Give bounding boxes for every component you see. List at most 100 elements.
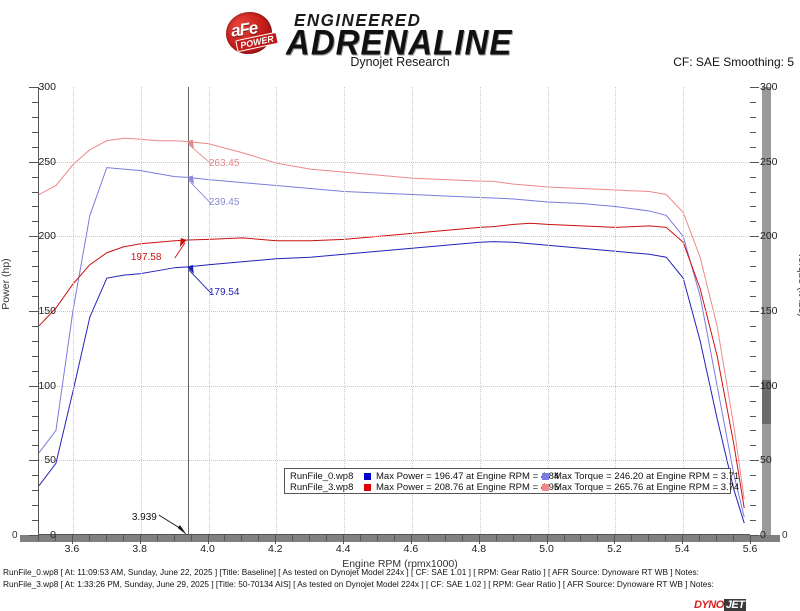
gridline-horizontal [39, 236, 750, 238]
chart-subtitle: Dynojet Research [350, 55, 450, 69]
y-axis-right-tick-mark [750, 340, 756, 342]
y-axis-left-tick-mark [32, 131, 38, 133]
chart-line-runfile-3-wp8-torque [39, 137, 745, 500]
y-axis-right-tick-mark [750, 266, 756, 268]
cursor-vertical-line[interactable] [187, 87, 189, 534]
gridline-horizontal [39, 311, 750, 312]
x-axis-tick-mark [648, 535, 650, 541]
chart-header: aFe POWER ENGINEERED ADRENALINE Dynojet … [0, 0, 800, 72]
y-axis-right-tick-mark [750, 206, 756, 208]
legend-max-torque-text: Max Torque = 265.76 at Engine RPM = 3.74 [554, 482, 740, 493]
legend-max-power-text: Max Power = 208.76 at Engine RPM = 4.95 [376, 482, 560, 493]
x-axis-zero-right: 0 [782, 530, 788, 541]
chart-legend[interactable]: RunFile_0.wp8 Max Power = 196.47 at Engi… [284, 468, 740, 494]
x-axis-tick-label: 4.8 [471, 543, 487, 555]
vertical-scrollbar-track[interactable] [762, 87, 771, 535]
legend-swatch-torque [542, 484, 549, 491]
chart-line-runfile-3-wp8-power [39, 222, 745, 509]
y-axis-right-tick-mark [750, 490, 756, 492]
y-axis-right-tick-label: 200 [760, 230, 778, 243]
x-axis-tick-mark [156, 535, 158, 541]
x-axis-tick-mark [563, 535, 565, 541]
y-axis-left-tick-label: 250 [38, 155, 56, 168]
gridline-horizontal [39, 460, 750, 462]
x-axis-tick-mark [207, 535, 209, 544]
y-axis-left-tick-mark [32, 221, 38, 223]
x-axis-tick-mark [38, 535, 39, 541]
x-axis-tick-label: 5.4 [674, 543, 690, 555]
y-axis-right-tick-mark [750, 236, 759, 238]
y-axis-left-tick-mark [32, 475, 38, 477]
y-axis-right-tick-mark [750, 191, 756, 193]
x-axis-tick-label: 3.6 [64, 543, 80, 555]
y-axis-left-tick-label: 300 [38, 81, 56, 93]
legend-max-torque-text: Max Torque = 246.20 at Engine RPM = 3.71 [554, 471, 740, 482]
y-axis-right-tick-label: 100 [760, 379, 778, 392]
y-axis-right-tick-mark [750, 325, 756, 327]
x-axis-tick-label: 4.0 [200, 543, 215, 555]
x-axis-tick-mark [529, 535, 531, 541]
x-axis-tick-mark [733, 535, 735, 541]
y-axis-left-tick-mark [29, 161, 38, 163]
x-axis-tick-mark [410, 535, 412, 544]
y-axis-right-tick-mark [750, 146, 756, 148]
dynojet-watermark-logo: DYNO JET [694, 599, 747, 611]
y-axis-left-tick-mark [32, 266, 38, 268]
x-axis-tick-mark [309, 535, 311, 541]
brand-logo-block: aFe POWER ENGINEERED ADRENALINE [222, 8, 567, 60]
y-axis-left-tick-mark [32, 191, 38, 193]
y-axis-left-tick-mark [29, 236, 38, 238]
y-axis-right-tick-mark [750, 385, 759, 387]
y-axis-right-tick-label: 300 [760, 81, 778, 93]
x-axis-tick-label: 5.2 [607, 543, 622, 555]
y-axis-left-tick-label: 150 [38, 305, 56, 317]
x-axis-tick-mark [750, 535, 751, 544]
y-axis-right-tick-label: 250 [760, 155, 778, 168]
cf-smoothing-label: CF: SAE Smoothing: 5 [673, 55, 794, 69]
footer-line: RunFile_0.wp8 [ At: 11:09:53 AM, Sunday,… [3, 567, 699, 577]
y-axis-left-tick-mark [29, 535, 38, 536]
y-axis-left-tick-mark [32, 355, 38, 357]
gridline-vertical [72, 87, 74, 534]
y-axis-right-tick-label: 150 [760, 305, 778, 317]
x-axis-tick-mark [597, 535, 599, 541]
legend-row: RunFile_0.wp8 Max Power = 196.47 at Engi… [290, 471, 740, 482]
x-axis-tick-mark [241, 535, 243, 541]
x-axis-tick-mark [377, 535, 379, 541]
y-axis-left-tick-mark [32, 430, 38, 432]
y-axis-right-tick-mark [750, 281, 756, 283]
y-axis-right-tick-mark [750, 430, 756, 432]
gridline-vertical [411, 87, 413, 534]
x-axis-tick-mark [461, 535, 463, 541]
vertical-scrollbar-thumb[interactable] [762, 380, 771, 424]
legend-swatch-torque [542, 473, 549, 480]
plot-area[interactable] [38, 87, 750, 535]
x-axis-zero-left: 0 [12, 530, 18, 541]
x-axis-tick-label: 4.6 [403, 543, 419, 555]
x-axis-tick-mark [444, 535, 446, 541]
dynojet-word-dyno: DYNO [694, 599, 724, 611]
y-axis-left-title: Power (hp) [0, 258, 12, 310]
legend-file-name: RunFile_0.wp8 [290, 471, 354, 482]
y-axis-left-tick-label: 100 [38, 379, 56, 392]
y-axis-left-tick-label: 200 [38, 230, 56, 243]
x-axis-tick-mark [71, 535, 73, 544]
x-axis-tick-mark [427, 535, 429, 541]
y-axis-left-tick-mark [32, 340, 38, 342]
gridline-horizontal [39, 385, 750, 387]
x-axis-tick-mark [512, 535, 514, 541]
x-axis-tick-label: 3.8 [132, 543, 147, 555]
y-axis-right-tick-mark [750, 101, 756, 103]
plot-container: Power (hp) Torque (ft-lbs) Engine RPM (r… [0, 80, 800, 611]
y-axis-right-tick-mark [750, 505, 756, 507]
y-axis-right-tick-mark [750, 520, 756, 522]
x-axis-tick-mark [614, 535, 616, 544]
y-axis-right-tick-mark [750, 415, 756, 417]
gridline-vertical [479, 87, 481, 534]
y-axis-left-tick-mark [32, 370, 38, 372]
x-axis-tick-mark [224, 535, 226, 541]
y-axis-right-tick-mark [750, 131, 756, 133]
gridline-vertical [140, 87, 142, 534]
y-axis-left-tick-mark [32, 176, 38, 178]
y-axis-left-tick-mark [32, 325, 38, 327]
